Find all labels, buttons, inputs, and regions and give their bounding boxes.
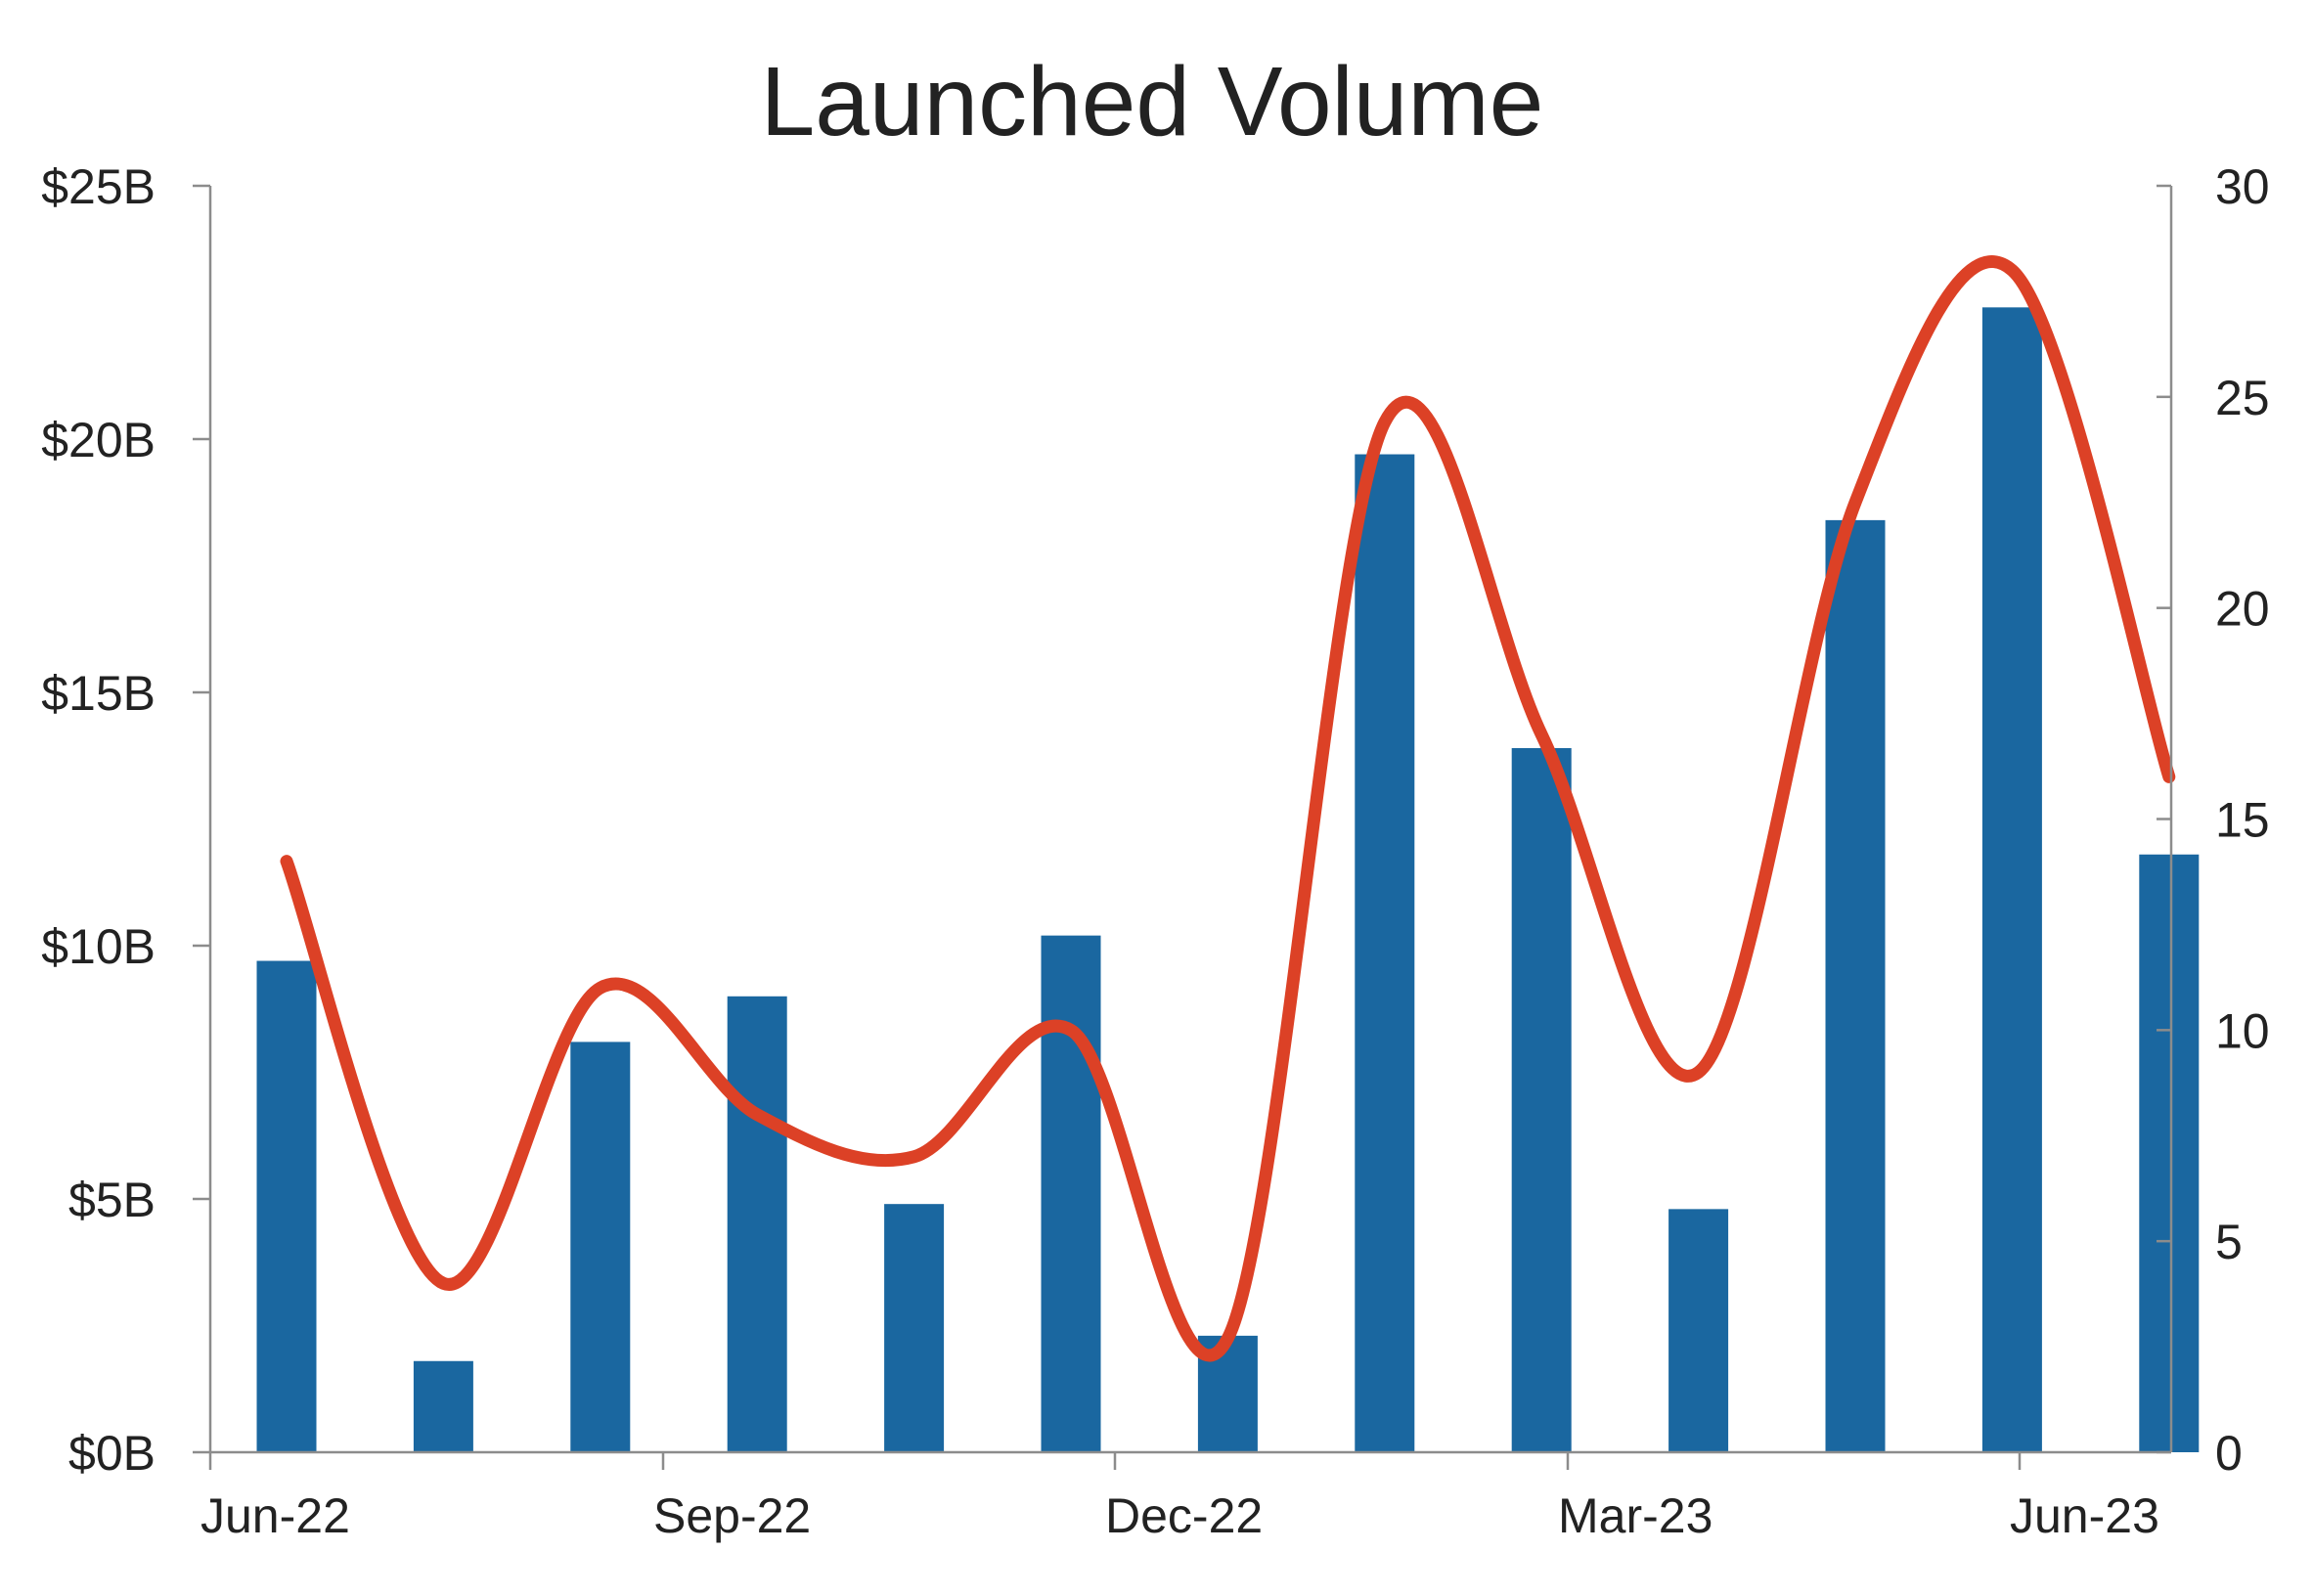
bar-Jun-23 [2139, 855, 2199, 1452]
line-path [287, 261, 2169, 1354]
y-tick-label: $25B [41, 159, 156, 214]
tick-labels: $0B $5B $10B $15B $20B $25B 0 5 10 15 20 25 30 Jun-22… [41, 159, 2269, 1543]
y2-tick-label: 25 [2215, 371, 2270, 425]
x-tick-label: Dec-22 [1105, 1488, 1263, 1543]
chart-title: Launched Volume [761, 47, 1544, 156]
y2-tick-label: 20 [2215, 582, 2270, 637]
bar-Jul-22 [414, 1361, 473, 1452]
y2-tick-label: 30 [2215, 159, 2270, 214]
y2-tick-label: 0 [2215, 1426, 2243, 1481]
bar-Feb-23 [1512, 748, 1572, 1452]
bar-Apr-23 [1826, 520, 1886, 1452]
bar-May-23 [1982, 307, 2042, 1452]
x-tick-label: Sep-22 [653, 1488, 811, 1543]
bar-Jun-22 [257, 961, 317, 1452]
bar-Oct-22 [884, 1204, 944, 1452]
bar-Mar-23 [1668, 1209, 1728, 1452]
y2-tick-label: 10 [2215, 1003, 2270, 1058]
bar-Aug-22 [570, 1042, 630, 1452]
x-tick-label: Mar-23 [1558, 1488, 1713, 1543]
y2-tick-label: 5 [2215, 1215, 2243, 1269]
x-tick-label: Jun-23 [2010, 1488, 2159, 1543]
bar-series [257, 307, 2200, 1452]
y-tick-label: $10B [41, 919, 156, 974]
y-tick-label: $20B [41, 413, 156, 467]
x-tick-label: Jun-22 [200, 1488, 350, 1543]
line-series [287, 261, 2169, 1354]
bar-Sep-22 [728, 997, 787, 1452]
y-tick-label: $5B [68, 1173, 156, 1227]
y-tick-label: $15B [41, 666, 156, 721]
y-tick-label: $0B [68, 1426, 156, 1481]
bar-Nov-22 [1042, 936, 1101, 1452]
bar-Jan-23 [1355, 455, 1414, 1452]
y2-tick-label: 15 [2215, 793, 2270, 848]
